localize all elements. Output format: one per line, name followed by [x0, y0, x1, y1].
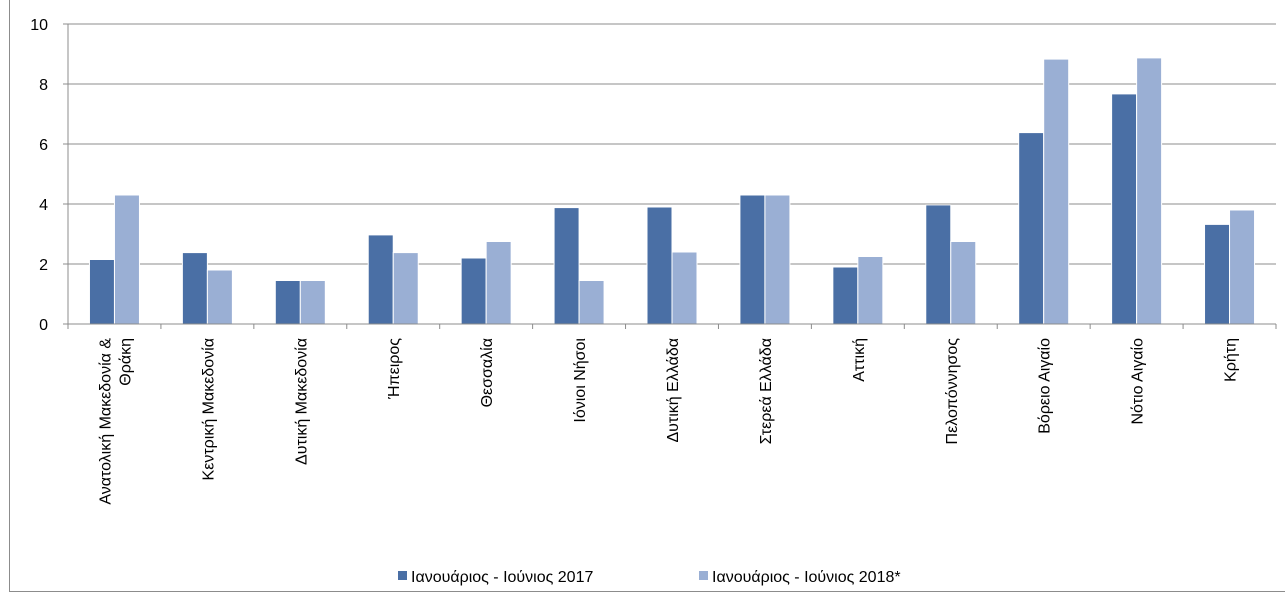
bar — [206, 269, 233, 325]
bar — [950, 241, 977, 325]
bar — [925, 204, 952, 325]
bar — [274, 280, 301, 325]
bar — [646, 206, 673, 325]
chart-frame — [9, 0, 1285, 592]
legend-label: Ιανουάριος - Ιούνιος 2017 — [411, 569, 593, 586]
bar — [88, 259, 115, 325]
bar — [1204, 223, 1231, 325]
x-tick-label: Πελοπόννησος — [944, 338, 961, 445]
y-tick-label: 4 — [39, 197, 48, 214]
bar — [1136, 57, 1163, 325]
x-tick-label: Ιόνιοι Νήσοι — [572, 338, 589, 423]
bar — [1111, 93, 1138, 325]
x-tick-label: Αττική — [851, 338, 868, 382]
y-tick-label: 8 — [39, 77, 48, 94]
legend-swatch — [699, 571, 708, 580]
x-tick-label: Δυτική Μακεδονία — [293, 338, 310, 465]
bars-layer — [88, 57, 1256, 325]
x-tick-label: Θεσσαλία — [479, 338, 496, 407]
x-tick-label: Ανατολική Μακεδονία & — [97, 338, 114, 505]
bar — [671, 251, 698, 325]
bar — [460, 257, 487, 325]
x-tick-label: Βόρειο Αιγαίο — [1037, 338, 1054, 434]
bar — [764, 194, 791, 325]
x-tick-label: Στερεά Ελλάδα — [758, 338, 775, 444]
bar — [1229, 209, 1256, 325]
bar — [113, 194, 140, 325]
y-tick-label: 10 — [30, 17, 48, 34]
y-tick-label: 6 — [39, 137, 48, 154]
bar — [367, 234, 394, 325]
y-tick-label: 0 — [39, 317, 48, 334]
bar — [485, 241, 512, 325]
bar — [578, 280, 605, 325]
x-tick-label: Θράκη — [117, 338, 134, 386]
x-tick-label: Δυτική Ελλάδα — [665, 338, 682, 443]
bar — [299, 280, 326, 325]
bar — [1043, 58, 1070, 325]
bar — [392, 252, 419, 325]
legend-swatch — [398, 571, 407, 580]
x-tick-label: Ήπειρος — [386, 338, 403, 400]
axis-layer: 0 2 4 6 8 10 Ανατολική Μακεδονία & Θράκη Κεντρικ… — [30, 17, 1277, 505]
x-tick-label: Νότιο Αιγαίο — [1130, 338, 1147, 425]
bar — [181, 252, 208, 325]
x-tick-label: Κρήτη — [1223, 338, 1240, 382]
bar — [857, 256, 884, 325]
legend: Ιανουάριος - Ιούνιος 2017 Ιανουάριος - Ιο… — [398, 569, 901, 586]
legend-label: Ιανουάριος - Ιούνιος 2018* — [712, 569, 901, 586]
bar — [553, 207, 580, 325]
bar — [1018, 132, 1045, 325]
bar — [739, 194, 766, 325]
y-tick-label: 2 — [39, 257, 48, 274]
bar — [832, 266, 859, 325]
x-tick-label: Κεντρική Μακεδονία — [200, 338, 217, 480]
